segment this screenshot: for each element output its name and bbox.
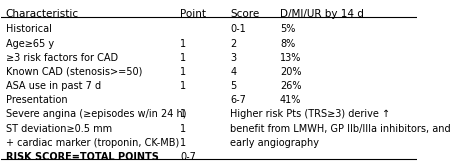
Text: Presentation: Presentation (6, 95, 67, 105)
Text: D/MI/UR by 14 d: D/MI/UR by 14 d (280, 9, 364, 19)
Text: 20%: 20% (280, 67, 301, 77)
Text: 41%: 41% (280, 95, 301, 105)
Text: 0-1: 0-1 (230, 24, 246, 35)
Text: 1: 1 (180, 124, 186, 134)
Text: Point: Point (180, 9, 206, 19)
Text: 8%: 8% (280, 39, 295, 49)
Text: benefit from LMWH, GP IIb/IIIa inhibitors, and: benefit from LMWH, GP IIb/IIIa inhibitor… (230, 124, 451, 134)
Text: + cardiac marker (troponin, CK-MB): + cardiac marker (troponin, CK-MB) (6, 138, 179, 148)
Text: 0-7: 0-7 (180, 152, 196, 162)
Text: 5: 5 (230, 81, 237, 91)
Text: 4: 4 (230, 67, 236, 77)
Text: Characteristic: Characteristic (6, 9, 79, 19)
Text: Higher risk Pts (TRS≥3) derive ↑: Higher risk Pts (TRS≥3) derive ↑ (230, 109, 390, 120)
Text: 6-7: 6-7 (230, 95, 246, 105)
Text: 1: 1 (180, 39, 186, 49)
Text: Known CAD (stenosis>=50): Known CAD (stenosis>=50) (6, 67, 142, 77)
Text: RISK SCORE=TOTAL POINTS: RISK SCORE=TOTAL POINTS (6, 152, 158, 162)
Text: 1: 1 (180, 138, 186, 148)
Text: Score: Score (230, 9, 259, 19)
Text: 3: 3 (230, 53, 236, 63)
Text: Severe angina (≥episodes w/in 24 h): Severe angina (≥episodes w/in 24 h) (6, 109, 186, 120)
Text: ST deviation≥0.5 mm: ST deviation≥0.5 mm (6, 124, 112, 134)
Text: early angiography: early angiography (230, 138, 319, 148)
Text: 5%: 5% (280, 24, 295, 35)
Text: 26%: 26% (280, 81, 301, 91)
Text: ≥3 risk factors for CAD: ≥3 risk factors for CAD (6, 53, 118, 63)
Text: 1: 1 (180, 81, 186, 91)
Text: 1: 1 (180, 67, 186, 77)
Text: 1: 1 (180, 53, 186, 63)
Text: ASA use in past 7 d: ASA use in past 7 d (6, 81, 100, 91)
Text: 2: 2 (230, 39, 237, 49)
Text: 1: 1 (180, 109, 186, 120)
Text: Historical: Historical (6, 24, 51, 35)
Text: 13%: 13% (280, 53, 301, 63)
Text: Age≥65 y: Age≥65 y (6, 39, 54, 49)
